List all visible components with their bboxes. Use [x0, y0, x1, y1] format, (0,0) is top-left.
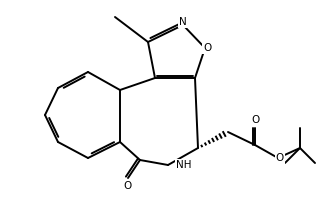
Text: O: O [124, 181, 132, 191]
Text: NH: NH [176, 160, 191, 170]
Text: O: O [276, 153, 284, 163]
Text: O: O [203, 43, 211, 53]
Text: O: O [251, 115, 259, 125]
Text: N: N [179, 17, 187, 27]
